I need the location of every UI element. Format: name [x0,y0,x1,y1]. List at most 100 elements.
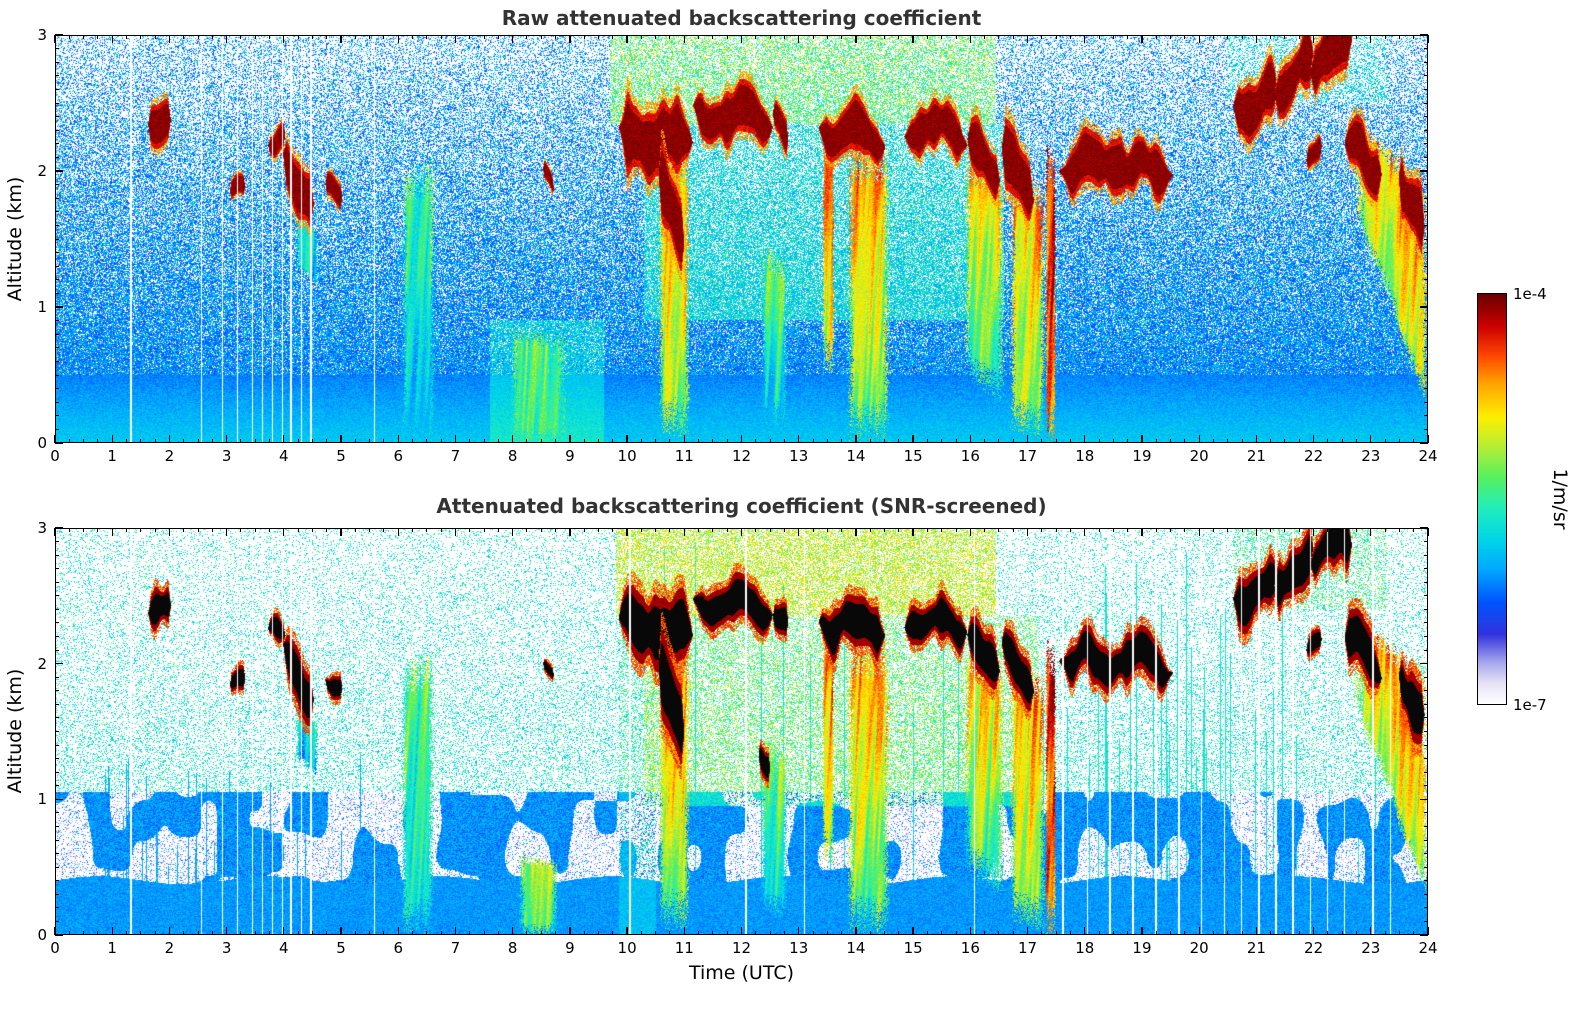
tick-mark [55,880,59,882]
tick-mark [483,528,485,532]
tick-mark [912,927,914,935]
tick-mark [426,35,428,39]
tick-mark [1413,35,1415,39]
x-tick-label: 6 [393,939,404,957]
tick-mark [655,439,657,443]
tick-mark [397,927,399,935]
raw-plot-title: Raw attenuated backscattering coefficien… [501,6,982,30]
x-tick-label: 23 [1361,939,1381,957]
tick-mark [941,439,943,443]
tick-mark [526,439,528,443]
tick-mark [1184,35,1186,39]
tick-mark [55,252,59,254]
tick-mark [798,435,800,443]
tick-mark [269,931,271,935]
x-tick-label: 21 [1246,939,1266,957]
x-tick-label: 17 [1017,447,1038,465]
tick-mark [1424,622,1428,624]
tick-mark [454,35,457,43]
tick-mark [55,608,59,610]
tick-mark [1098,439,1100,443]
tick-mark [440,931,442,935]
tick-mark [55,170,63,172]
raw-ylabel: Altitude (km) [4,176,26,302]
tick-mark [55,825,59,827]
tick-mark [1420,934,1428,936]
y-tick-label: 0 [37,926,47,944]
tick-mark [1312,927,1315,935]
tick-mark [383,35,385,39]
tick-mark [612,931,614,935]
tick-mark [969,435,971,443]
tick-mark [769,35,771,39]
tick-mark [340,35,342,43]
tick-mark [655,528,657,532]
tick-mark [55,934,63,936]
tick-mark [1069,439,1071,443]
tick-mark [1012,931,1014,935]
tick-mark [898,439,900,443]
tick-mark [612,35,614,39]
x-tick-label: 15 [903,939,923,957]
tick-mark [1355,35,1357,39]
x-tick-label: 4 [279,939,289,957]
tick-mark [369,35,371,39]
x-tick-label: 10 [617,447,637,465]
tick-mark [1424,143,1428,145]
tick-mark [555,528,557,532]
raw-plot-area [55,35,1428,443]
tick-mark [1427,35,1429,43]
tick-mark [412,931,414,935]
tick-mark [1424,581,1428,583]
y-tick-label: 1 [37,790,47,809]
x-tick-label: 14 [846,447,866,465]
tick-mark [1424,116,1428,118]
tick-mark [1424,61,1428,63]
tick-mark [1284,931,1286,935]
tick-mark [1327,35,1329,39]
tick-mark [1424,428,1428,430]
tick-mark [326,528,328,532]
tick-mark [1041,931,1043,935]
tick-mark [311,35,313,39]
tick-mark [197,35,199,39]
tick-mark [426,528,428,532]
tick-mark [1098,931,1100,935]
tick-mark [826,439,828,443]
tick-mark [740,435,743,443]
tick-mark [1424,129,1428,131]
tick-mark [483,439,485,443]
tick-mark [1424,839,1428,841]
tick-mark [225,927,228,935]
x-tick-label: 24 [1418,939,1438,957]
tick-mark [183,528,185,532]
tick-mark [1420,34,1428,36]
tick-mark [1155,35,1157,39]
tick-mark [855,35,857,43]
tick-mark [1012,439,1014,443]
tick-mark [755,931,757,935]
tick-mark [1170,439,1172,443]
tick-mark [383,439,385,443]
tick-mark [483,35,485,39]
tick-mark [1370,528,1372,536]
tick-mark [1424,541,1428,543]
tick-mark [669,931,671,935]
tick-mark [1427,927,1429,935]
tick-mark [1424,920,1428,922]
x-tick-label: 5 [336,939,346,957]
tick-mark [68,439,70,443]
tick-mark [869,931,871,935]
tick-mark [183,439,185,443]
tick-mark [397,528,399,536]
screened-ylabel: Altitude (km) [4,668,26,794]
tick-mark [1424,265,1428,267]
tick-mark [83,35,85,39]
tick-mark [1084,35,1086,43]
y-tick-label: 3 [37,26,47,44]
tick-mark [855,927,857,935]
tick-mark [583,528,585,532]
tick-mark [540,931,542,935]
tick-mark [55,554,59,556]
tick-mark [440,35,442,39]
